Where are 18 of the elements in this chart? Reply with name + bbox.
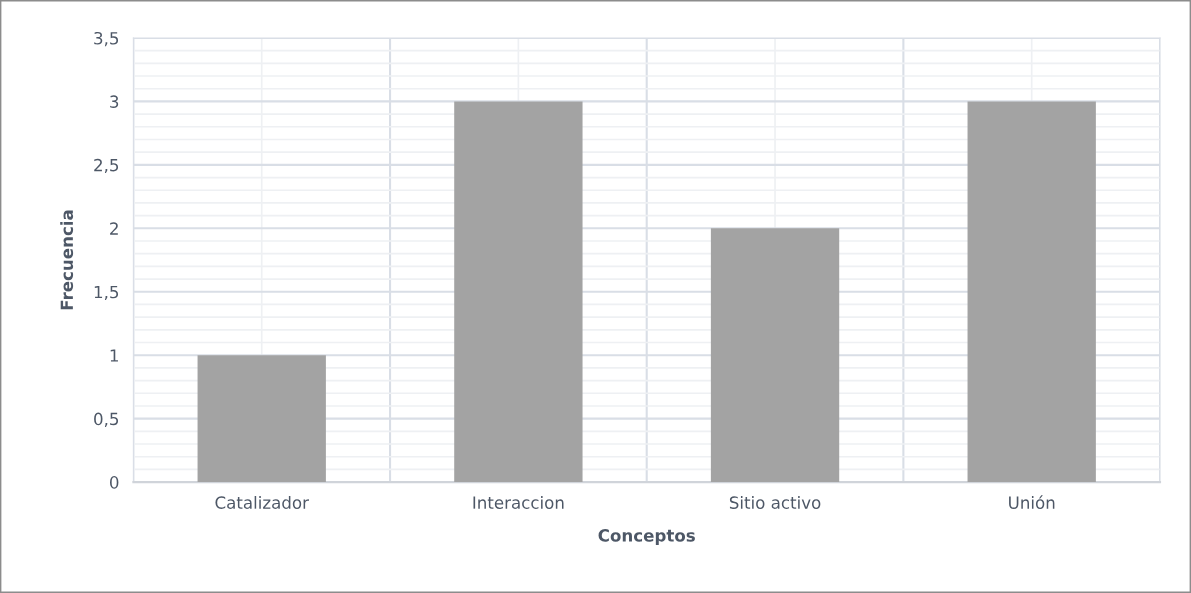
y-tick-label: 3 [110, 95, 119, 108]
x-tick-label: Catalizador [215, 496, 309, 509]
y-axis-title: Frecuencia [60, 210, 74, 310]
bar [710, 228, 840, 483]
y-tick-label: 0 [110, 476, 119, 489]
x-tick-label: Interaccion [473, 496, 564, 509]
x-tick-label: Unión [1009, 495, 1055, 509]
y-tick-label: 2,5 [94, 158, 119, 174]
y-tick-label: 1,5 [94, 285, 119, 301]
y-tick-label: 0,5 [94, 412, 119, 427]
bar [967, 101, 1096, 483]
bar [197, 355, 326, 483]
x-tick-label: Sitio activo [729, 496, 821, 509]
y-tick-label: 2 [110, 222, 118, 235]
bar [454, 101, 583, 483]
x-axis-title: Conceptos [598, 529, 695, 545]
y-tick-label: 1 [110, 349, 118, 362]
y-tick-label: 3,5 [94, 31, 119, 47]
